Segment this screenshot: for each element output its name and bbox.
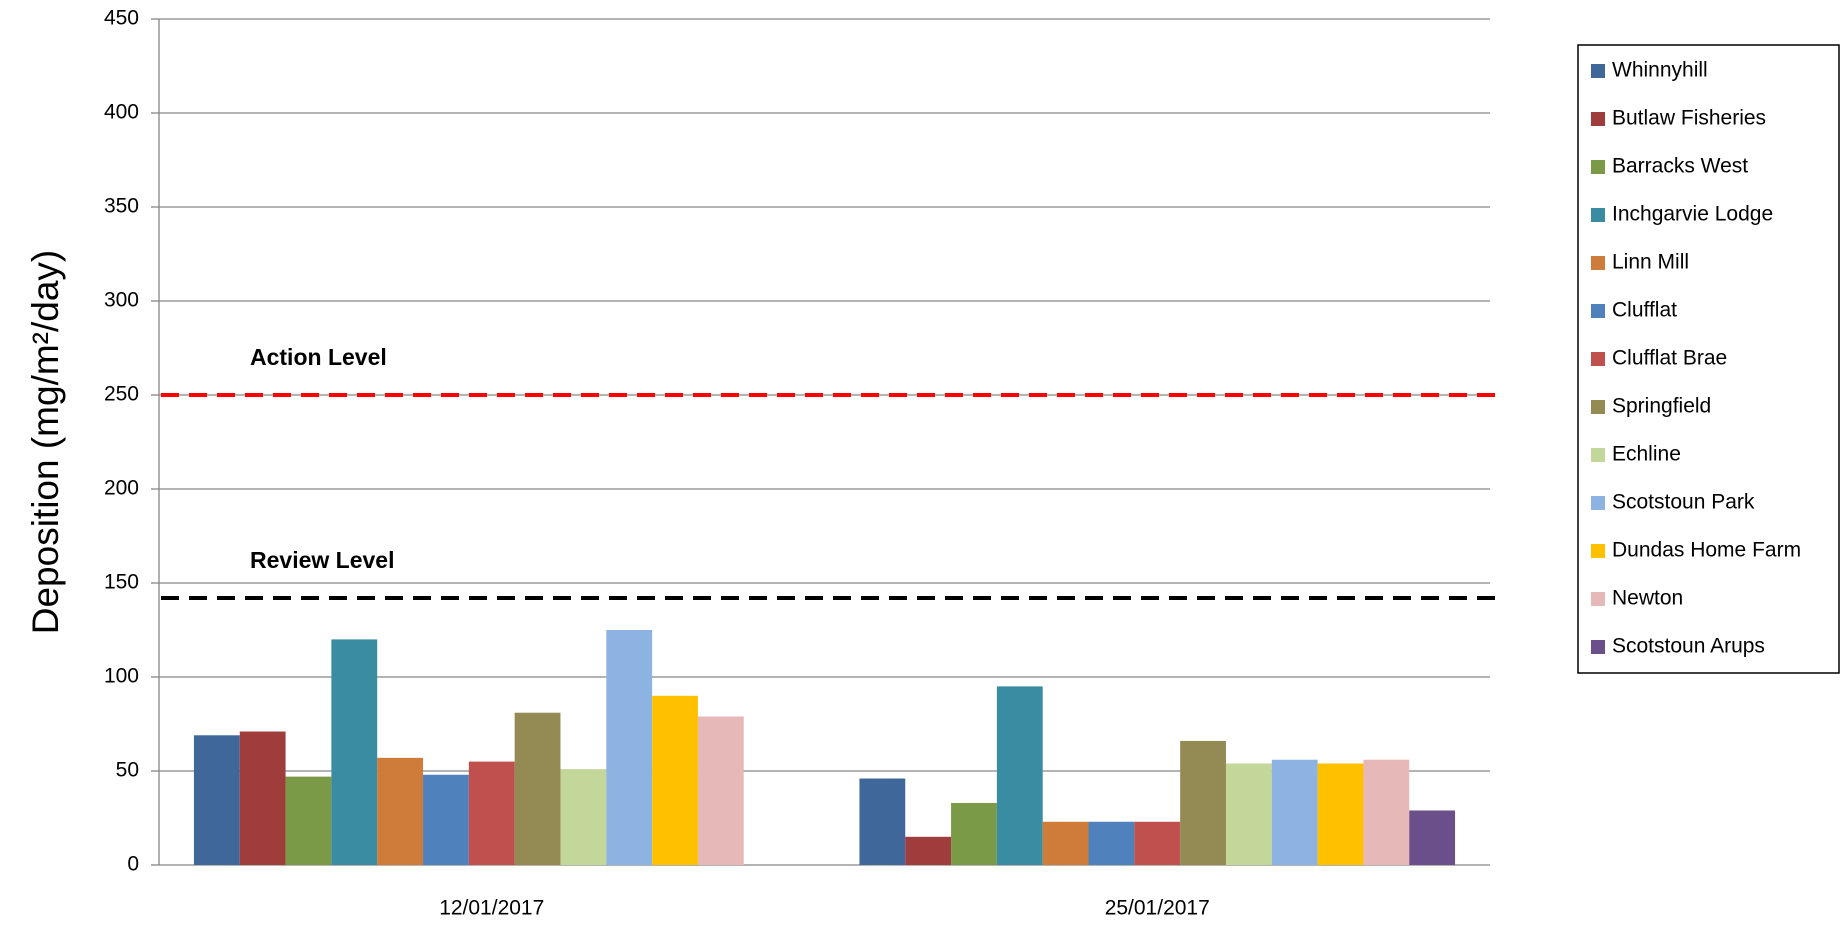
legend-box [1577,44,1840,674]
bar [468,761,515,865]
bar [859,778,906,865]
legend-swatch [1591,304,1605,318]
legend-label: Whinnyhill [1612,59,1708,82]
y-tick-label: 400 [104,101,139,124]
bar [697,716,744,865]
legend-label: Echline [1612,443,1681,466]
legend-label: Scotstoun Arups [1612,635,1765,658]
y-tick-label: 350 [104,195,139,218]
y-tick-label: 0 [127,853,139,876]
y-axis-label: Deposition (mg/m²/day) [25,250,66,635]
y-tick-label: 150 [104,571,139,594]
legend-label: Dundas Home Farm [1612,539,1801,562]
bar [1088,821,1135,865]
y-tick-label: 100 [104,665,139,688]
legend-swatch [1591,256,1605,270]
legend-label: Clufflat Brae [1612,347,1727,370]
legend-label: Clufflat [1612,299,1677,322]
bar [996,686,1043,865]
legend-swatch [1591,112,1605,126]
legend-label: Butlaw Fisheries [1612,107,1766,130]
legend-label: Linn Mill [1612,251,1689,274]
bar [1134,821,1181,865]
y-tick-label: 200 [104,477,139,500]
legend-swatch [1591,640,1605,654]
bar [1042,821,1089,865]
y-tick-label: 300 [104,289,139,312]
bar [1363,759,1410,865]
bar [193,735,240,865]
legend-swatch [1591,592,1605,606]
y-tick-label: 250 [104,383,139,406]
bar [1180,740,1226,865]
legend-swatch [1591,448,1605,462]
x-tick-label: 25/01/2017 [1105,897,1210,920]
bar [331,639,378,865]
reference-label: Review Level [250,547,394,573]
legend-label: Scotstoun Park [1612,491,1755,514]
y-tick-label: 450 [104,7,139,30]
reference-label: Action Level [250,344,387,370]
legend-swatch [1591,352,1605,366]
bar [423,774,469,865]
bar [1271,759,1318,865]
bar [1409,810,1456,865]
legend-swatch [1591,64,1605,78]
legend-swatch [1591,208,1605,222]
legend-label: Springfield [1612,395,1711,418]
bar [239,731,286,865]
bar [285,776,332,865]
legend-swatch [1591,400,1605,414]
legend-label: Inchgarvie Lodge [1612,203,1773,226]
bar [905,836,952,865]
x-tick-label: 12/01/2017 [439,897,544,920]
bar [951,802,997,865]
legend-swatch [1591,496,1605,510]
bar [652,695,698,865]
legend-swatch [1591,160,1605,174]
bar [1317,763,1364,865]
bar [514,712,561,865]
bar [606,630,653,865]
bar [377,757,424,865]
bar [1225,763,1272,865]
bar [560,769,607,865]
legend-swatch [1591,544,1605,558]
legend-label: Newton [1612,587,1683,610]
legend-label: Barracks West [1612,155,1748,178]
y-tick-label: 50 [116,759,139,782]
